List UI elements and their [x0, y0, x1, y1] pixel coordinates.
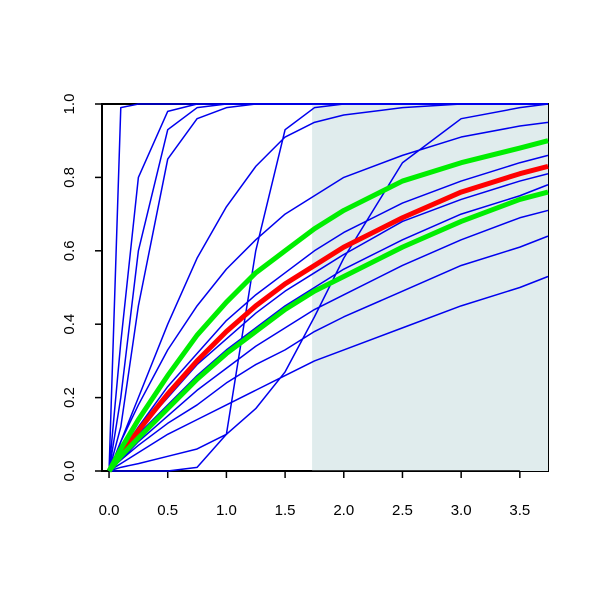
curve [108, 154, 549, 472]
y-tick-label: 0.8 [61, 167, 78, 188]
y-tick-label: 0.2 [61, 387, 78, 408]
curve [108, 103, 549, 472]
x-tick-label: 3.0 [451, 502, 472, 519]
x-tick-label: 2.5 [392, 502, 413, 519]
curve [108, 121, 549, 472]
y-tick-label: 0.4 [61, 314, 78, 335]
y-tick-label: 0.0 [61, 461, 78, 482]
x-tick-label: 0.5 [157, 502, 178, 519]
curve [108, 209, 549, 472]
curve [106, 163, 549, 473]
y-tick-label: 1.0 [61, 94, 78, 115]
shaded-region [312, 104, 548, 471]
curve [107, 189, 549, 473]
y-tick-label: 0.6 [61, 240, 78, 261]
curve [106, 138, 549, 473]
x-tick-label: 0.0 [99, 502, 120, 519]
x-tick-label: 2.0 [333, 502, 354, 519]
curve [109, 103, 548, 472]
curve [108, 275, 549, 472]
x-tick-label: 1.5 [275, 502, 296, 519]
x-tick-label: 3.5 [509, 502, 530, 519]
curve [108, 184, 549, 472]
curve [108, 235, 549, 472]
x-tick-label: 1.0 [216, 502, 237, 519]
